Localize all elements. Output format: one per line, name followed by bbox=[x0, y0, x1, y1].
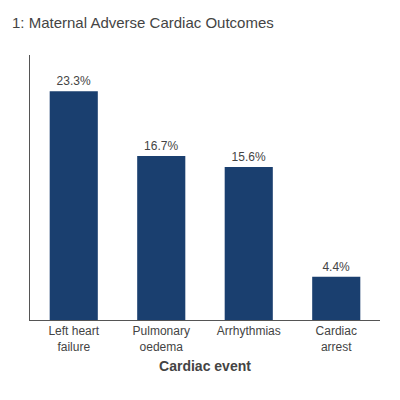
svg-text:4.4%: 4.4% bbox=[322, 260, 350, 274]
svg-text:15.6%: 15.6% bbox=[232, 150, 266, 164]
svg-text:23.3%: 23.3% bbox=[57, 74, 91, 88]
svg-text:1: Maternal Adverse Cardiac Ou: 1: Maternal Adverse Cardiac Outcomes bbox=[12, 14, 274, 31]
svg-text:Cardiacarrest: Cardiacarrest bbox=[316, 324, 357, 354]
svg-text:Cardiac event: Cardiac event bbox=[159, 358, 251, 374]
svg-text:16.7%: 16.7% bbox=[144, 139, 178, 153]
svg-text:Pulmonaryoedema: Pulmonaryoedema bbox=[133, 324, 190, 354]
svg-text:Left heartfailure: Left heartfailure bbox=[48, 324, 99, 354]
svg-text:Arrhythmias: Arrhythmias bbox=[217, 324, 281, 338]
